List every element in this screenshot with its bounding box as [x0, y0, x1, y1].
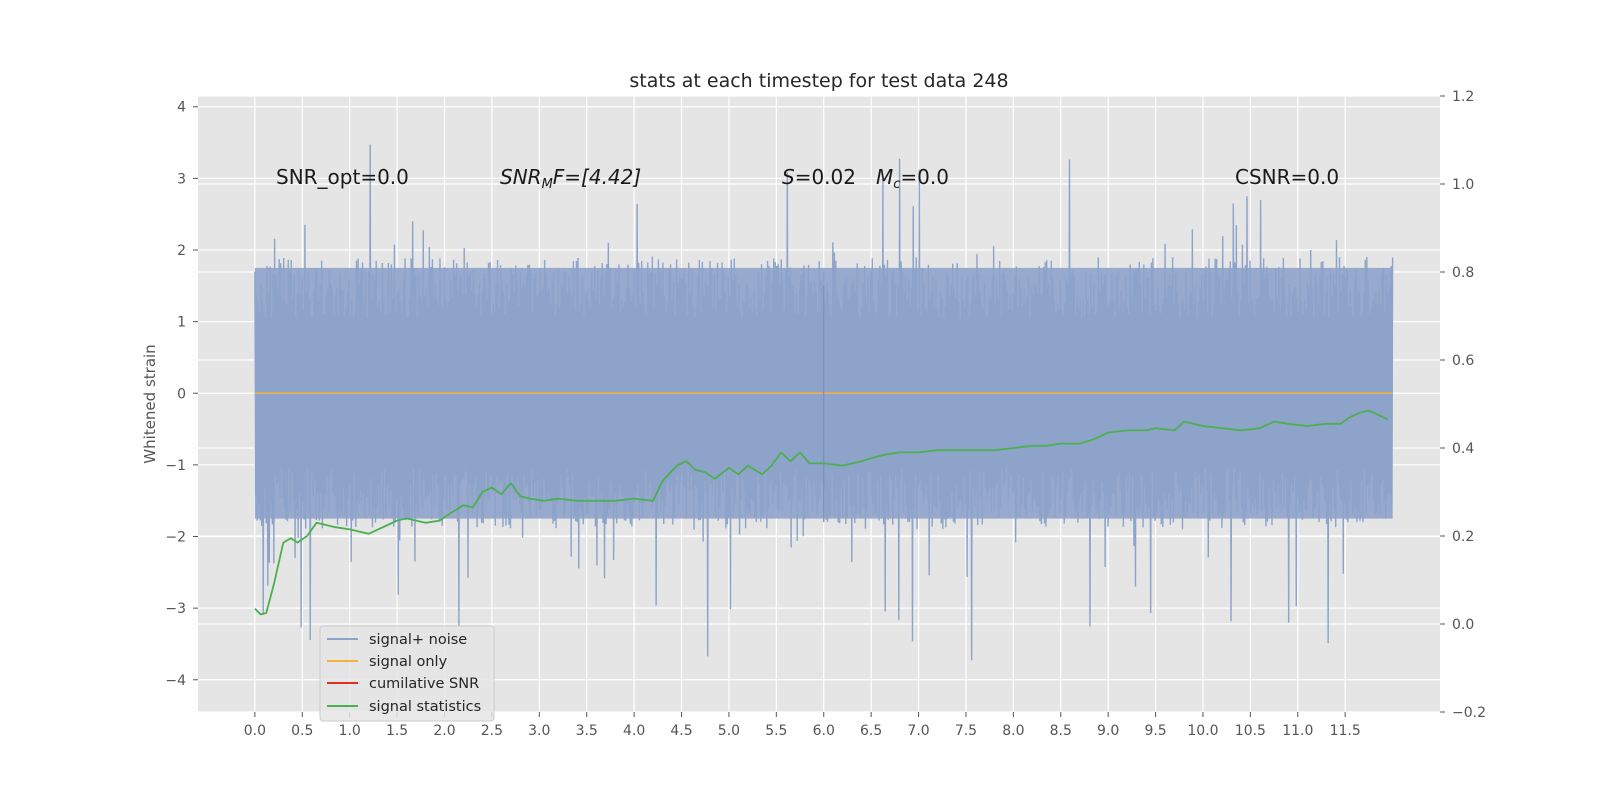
- x-tick-label: 7.5: [955, 723, 977, 739]
- x-tick-label: 3.0: [528, 723, 550, 739]
- y2-tick-label: 0.6: [1452, 353, 1474, 369]
- x-tick-label: 4.0: [623, 723, 645, 739]
- x-tick-label: 8.5: [1050, 723, 1072, 739]
- x-axis: 0.0 0.5 1.0 1.5 2.0 2.5 3.0 3.5 4.0 4.5 5.0 5.5 6.0 6…: [244, 712, 1361, 739]
- y-tick-label: −1: [165, 458, 186, 474]
- y-tick-label: 4: [177, 100, 186, 116]
- signal-noise-line: [254, 144, 1394, 661]
- y2-tick-label: 0.2: [1452, 529, 1474, 545]
- x-tick-label: 2.5: [481, 723, 503, 739]
- legend-label-cumulative-snr: cumilative SNR: [369, 676, 479, 692]
- y2-tick-label: 1.2: [1452, 89, 1474, 105]
- x-tick-label: 10.5: [1235, 723, 1266, 739]
- x-tick-label: 4.5: [670, 723, 692, 739]
- x-tick-label: 9.5: [1144, 723, 1166, 739]
- x-tick-label: 7.0: [907, 723, 929, 739]
- x-tick-label: 0.0: [244, 723, 266, 739]
- legend-label-signal-noise: signal+ noise: [369, 632, 467, 648]
- x-tick-label: 10.0: [1187, 723, 1218, 739]
- signal-statistics-series: [254, 409, 1389, 616]
- y2-tick-label: 0.0: [1452, 617, 1474, 633]
- y2-tick-label: 0.4: [1452, 441, 1474, 457]
- y2-tick-label: 0.8: [1452, 265, 1474, 281]
- x-tick-label: 5.5: [765, 723, 787, 739]
- legend-label-signal-statistics: signal statistics: [369, 699, 481, 715]
- y2-tick-label: −0.2: [1452, 705, 1486, 721]
- y-tick-label: 0: [177, 386, 186, 402]
- x-tick-label: 8.0: [1002, 723, 1024, 739]
- y-tick-label: −4: [165, 673, 186, 689]
- x-tick-label: 5.0: [718, 723, 740, 739]
- chart-title: stats at each timestep for test data 248: [629, 70, 1008, 92]
- x-tick-label: 11.5: [1330, 723, 1361, 739]
- annotation-snr-mf: SNRMF=[4.42]: [500, 165, 641, 192]
- legend-box: [319, 625, 495, 722]
- x-tick-label: 1.0: [339, 723, 361, 739]
- x-tick-label: 1.5: [386, 723, 408, 739]
- annotation-csnr: CSNR=0.0: [1235, 165, 1339, 189]
- annotations: SNR_opt=0.0 SNRMF=[4.42] S=0.02 Mc=0.0 C…: [276, 165, 1339, 192]
- x-tick-label: 3.5: [576, 723, 598, 739]
- x-tick-label: 2.0: [433, 723, 455, 739]
- x-tick-label: 11.0: [1282, 723, 1313, 739]
- y-tick-label: 2: [177, 243, 186, 259]
- y-axis-right: 1.2 1.0 0.8 0.6 0.4 0.2 0.0 −0.2: [1440, 89, 1486, 721]
- y-axis-label: Whitened strain: [141, 344, 159, 463]
- y-tick-label: 1: [177, 315, 186, 331]
- annotation-mc: Mc=0.0: [876, 165, 949, 192]
- x-tick-label: 6.0: [813, 723, 835, 739]
- y2-tick-label: 1.0: [1452, 177, 1474, 193]
- signal-statistics-line: [254, 409, 1389, 616]
- y-tick-label: −2: [165, 530, 186, 546]
- y-tick-label: 3: [177, 171, 186, 187]
- legend: signal+ noise signal only cumilative SNR…: [319, 625, 495, 722]
- x-tick-label: 0.5: [291, 723, 313, 739]
- signal-only-series: [254, 285, 1393, 523]
- legend-label-signal-only: signal only: [369, 654, 448, 670]
- y-tick-label: −3: [165, 601, 186, 617]
- y-axis-left: 4 3 2 1 0 −1 −2 −3 −4: [165, 100, 198, 689]
- annotation-s: S=0.02: [782, 165, 856, 189]
- x-tick-label: 6.5: [860, 723, 882, 739]
- x-tick-label: 9.0: [1097, 723, 1119, 739]
- annotation-snr-opt: SNR_opt=0.0: [276, 165, 409, 189]
